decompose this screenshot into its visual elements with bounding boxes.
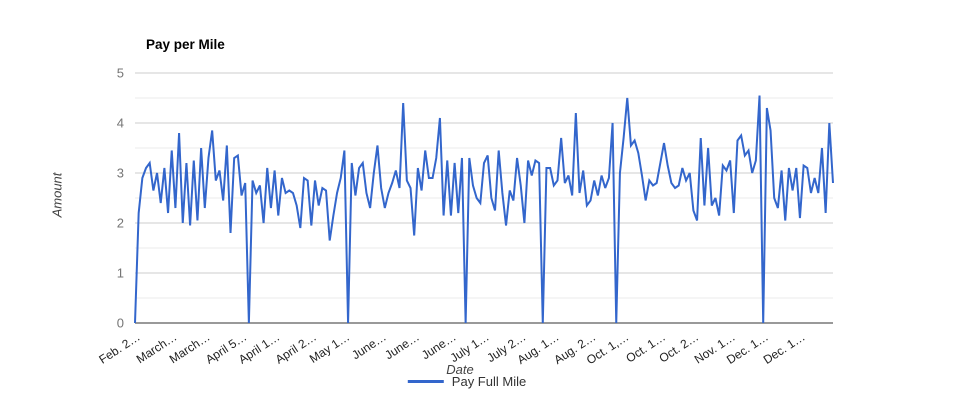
- legend: Pay Full Mile: [407, 374, 527, 389]
- y-tick-label: 1: [117, 266, 124, 281]
- y-tick-label: 0: [117, 316, 124, 331]
- x-tick-label: June…: [382, 330, 422, 362]
- x-tick-label: June…: [349, 330, 389, 362]
- x-tick-label: Dec. 1…: [761, 330, 808, 367]
- y-axis-title: Amount: [49, 172, 65, 218]
- y-tick-label: 5: [117, 66, 124, 81]
- series-polyline: [134, 95, 834, 324]
- legend-line-swatch: [407, 380, 444, 383]
- y-tick-label: 4: [117, 116, 124, 131]
- legend-label: Pay Full Mile: [451, 374, 527, 389]
- x-tick-label: Feb. 2…: [96, 330, 142, 367]
- y-tick-label: 3: [117, 166, 124, 181]
- y-tick-label: 2: [117, 216, 124, 231]
- chart-title: Pay per Mile: [146, 37, 225, 52]
- x-axis-title: Date: [446, 362, 474, 377]
